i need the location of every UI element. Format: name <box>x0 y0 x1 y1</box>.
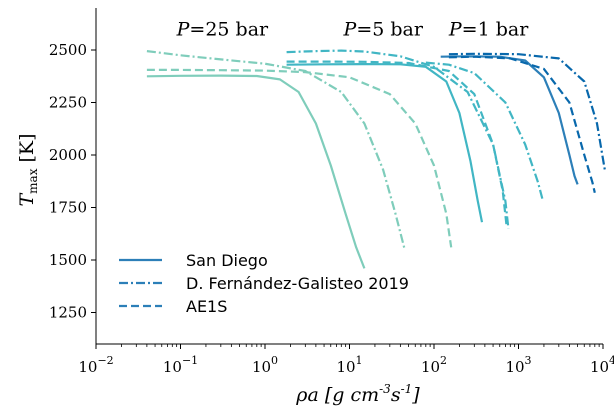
legend-label: San Diego <box>186 251 268 270</box>
x-tick-label: 101 <box>336 354 362 376</box>
y-tick-label: 2500 <box>49 41 87 59</box>
x-tick-label: 102 <box>421 354 447 376</box>
series-layer <box>146 49 606 269</box>
x-tick-label: 100 <box>252 354 278 376</box>
series-line <box>146 74 366 269</box>
axes: 1250 1500 1750 2000 2250 2500 10−2 10−1 100 101 10… <box>49 8 614 376</box>
pressure-annotation: P=25 bar <box>176 18 269 40</box>
y-tick-label: 1500 <box>49 251 87 269</box>
series-line <box>146 50 406 250</box>
x-axis-title: ρa [g cm-3s-1] <box>295 382 420 406</box>
series-line <box>425 61 545 202</box>
series-line <box>448 52 606 170</box>
pressure-annotation: P=5 bar <box>343 18 424 40</box>
x-tick-label: 104 <box>590 354 614 376</box>
legend: San Diego D. Fernández-Galisteo 2019 AE1S <box>119 251 409 316</box>
x-tick-label: 103 <box>505 354 531 376</box>
x-tick-label: 10−2 <box>78 354 113 376</box>
y-tick-label: 1750 <box>49 199 87 217</box>
series-line <box>286 60 508 225</box>
series-line <box>286 49 510 229</box>
annotations: P=25 bar P=5 bar P=1 bar <box>176 18 530 40</box>
series-line <box>146 68 453 248</box>
y-tick-label: 2000 <box>49 146 87 164</box>
y-axis-title: Tmax [K] <box>16 133 40 206</box>
legend-label: D. Fernández-Galisteo 2019 <box>186 274 409 293</box>
y-tick-label: 1250 <box>49 304 87 322</box>
legend-label: AE1S <box>186 297 227 316</box>
pressure-annotation: P=1 bar <box>448 18 529 40</box>
series-line <box>448 55 596 194</box>
y-tick-label: 2250 <box>49 94 87 112</box>
series-line <box>286 62 484 223</box>
x-tick-label: 10−1 <box>163 354 198 376</box>
